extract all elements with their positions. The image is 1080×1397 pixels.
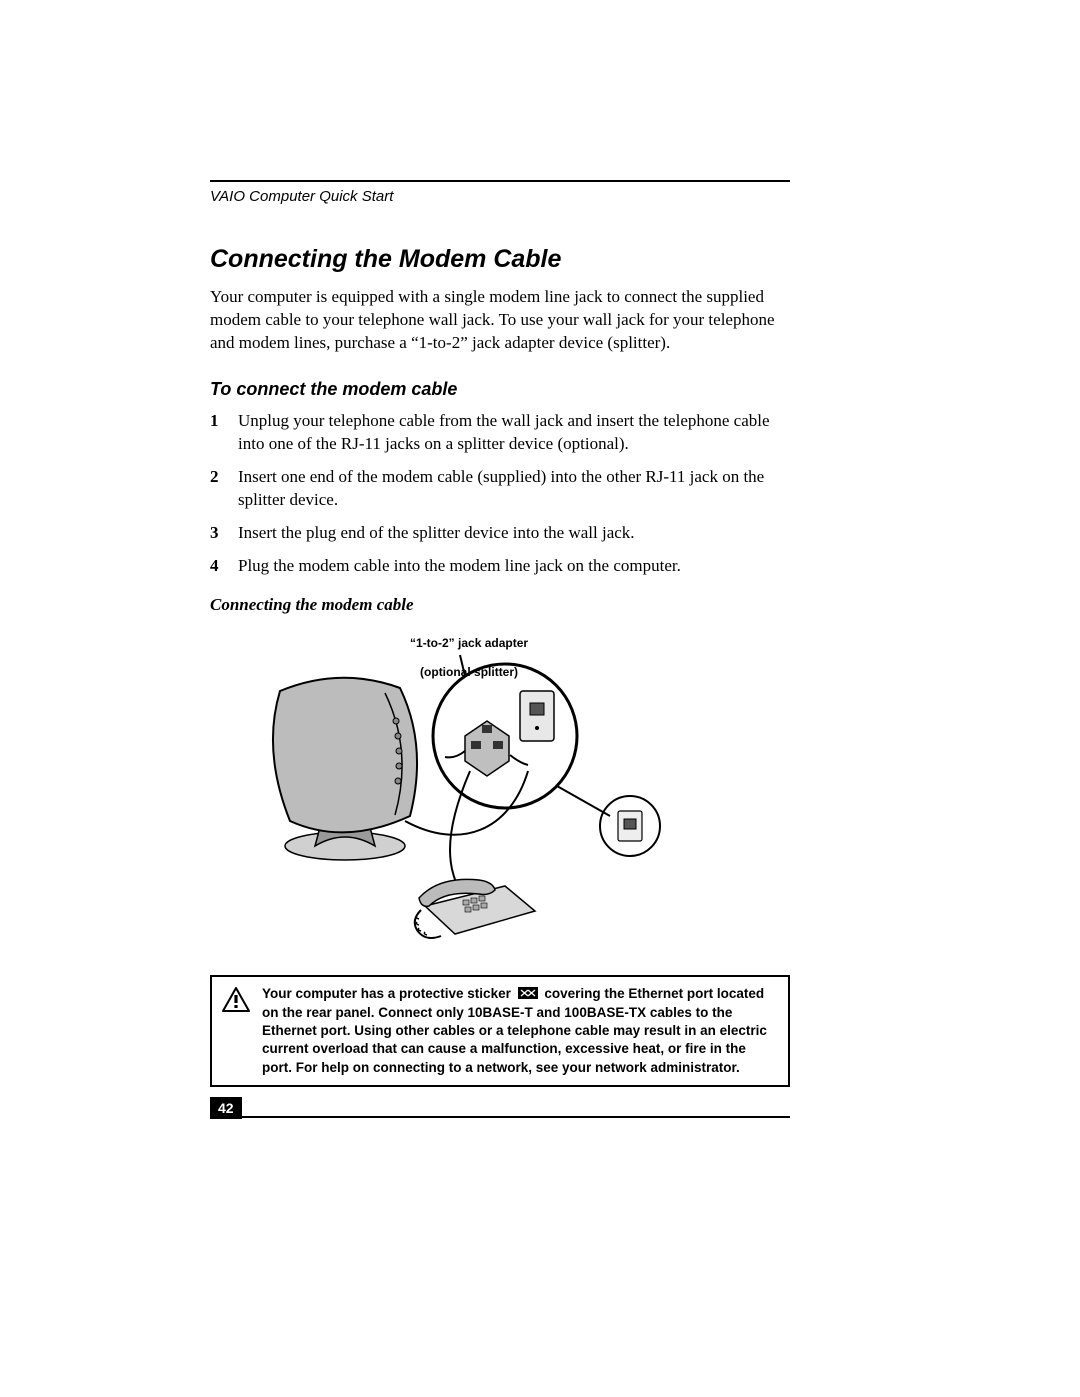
step-item: 4 Plug the modem cable into the modem li… bbox=[210, 555, 790, 578]
page-footer: 42 bbox=[210, 1097, 790, 1119]
step-text: Insert one end of the modem cable (suppl… bbox=[238, 466, 790, 512]
step-number: 3 bbox=[210, 522, 224, 545]
figure-caption: Connecting the modem cable bbox=[210, 595, 790, 615]
computer-icon bbox=[273, 678, 417, 860]
step-item: 2 Insert one end of the modem cable (sup… bbox=[210, 466, 790, 512]
intro-paragraph: Your computer is equipped with a single … bbox=[210, 286, 790, 355]
figure-label-line2: (optional splitter) bbox=[420, 665, 518, 679]
figure-label: “1-to-2” jack adapter (optional splitter… bbox=[390, 621, 528, 693]
caution-icon bbox=[222, 987, 250, 1018]
rule-top bbox=[210, 180, 790, 182]
telephone-icon bbox=[415, 880, 535, 939]
step-text: Plug the modem cable into the modem line… bbox=[238, 555, 681, 578]
warning-text: Your computer has a protective sticker c… bbox=[262, 985, 778, 1076]
step-item: 3 Insert the plug end of the splitter de… bbox=[210, 522, 790, 545]
section-subhead: To connect the modem cable bbox=[210, 379, 790, 400]
ethernet-sticker-icon bbox=[518, 986, 538, 1004]
step-text: Unplug your telephone cable from the wal… bbox=[238, 410, 790, 456]
step-list: 1 Unplug your telephone cable from the w… bbox=[210, 410, 790, 578]
step-text: Insert the plug end of the splitter devi… bbox=[238, 522, 635, 545]
figure-label-line1: “1-to-2” jack adapter bbox=[410, 636, 528, 650]
page-title: Connecting the Modem Cable bbox=[210, 245, 790, 274]
running-head: VAIO Computer Quick Start bbox=[210, 188, 790, 205]
step-item: 1 Unplug your telephone cable from the w… bbox=[210, 410, 790, 456]
step-number: 4 bbox=[210, 555, 224, 578]
page-content: VAIO Computer Quick Start Connecting the… bbox=[210, 180, 790, 1119]
figure-diagram: “1-to-2” jack adapter (optional splitter… bbox=[210, 621, 790, 961]
rule-bottom bbox=[242, 1116, 790, 1118]
step-number: 1 bbox=[210, 410, 224, 456]
warning-box: Your computer has a protective sticker c… bbox=[210, 975, 790, 1086]
page-number: 42 bbox=[210, 1097, 242, 1119]
step-number: 2 bbox=[210, 466, 224, 512]
warning-text-part1: Your computer has a protective sticker bbox=[262, 986, 515, 1001]
